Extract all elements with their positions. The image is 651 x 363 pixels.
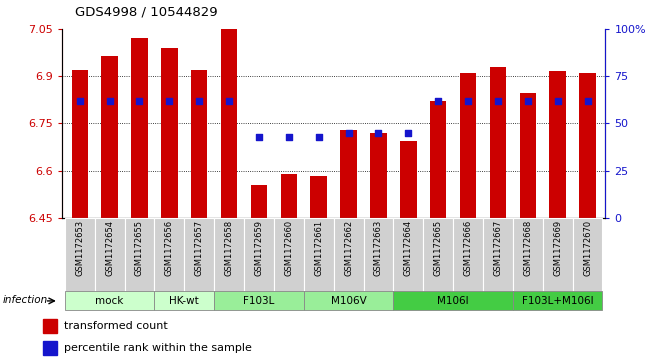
Bar bbox=[281, 174, 297, 218]
Point bbox=[224, 98, 234, 104]
Text: GSM1172668: GSM1172668 bbox=[523, 220, 533, 276]
Bar bbox=[94, 218, 124, 292]
Bar bbox=[43, 341, 57, 355]
Bar bbox=[453, 218, 483, 292]
Bar bbox=[304, 218, 333, 292]
Text: M106I: M106I bbox=[437, 296, 469, 306]
Bar bbox=[221, 29, 238, 218]
Text: GSM1172659: GSM1172659 bbox=[255, 220, 264, 276]
Point bbox=[373, 130, 383, 136]
Point bbox=[403, 130, 413, 136]
Bar bbox=[274, 218, 304, 292]
Bar bbox=[370, 133, 387, 218]
Bar bbox=[393, 291, 513, 310]
Bar bbox=[132, 38, 148, 218]
Bar bbox=[102, 56, 118, 218]
Bar bbox=[304, 291, 393, 310]
Text: GSM1172656: GSM1172656 bbox=[165, 220, 174, 276]
Bar bbox=[430, 101, 447, 218]
Bar bbox=[460, 73, 477, 218]
Bar bbox=[549, 70, 566, 218]
Text: GSM1172653: GSM1172653 bbox=[76, 220, 84, 276]
Text: GSM1172658: GSM1172658 bbox=[225, 220, 234, 276]
Bar bbox=[573, 218, 602, 292]
Bar bbox=[154, 291, 214, 310]
Text: transformed count: transformed count bbox=[64, 321, 168, 331]
Text: GSM1172661: GSM1172661 bbox=[314, 220, 323, 276]
Bar bbox=[43, 319, 57, 333]
Text: GSM1172670: GSM1172670 bbox=[583, 220, 592, 276]
Point bbox=[164, 98, 174, 104]
Point bbox=[493, 98, 503, 104]
Text: GSM1172667: GSM1172667 bbox=[493, 220, 503, 276]
Text: F103L: F103L bbox=[243, 296, 275, 306]
Bar bbox=[333, 218, 363, 292]
Text: HK-wt: HK-wt bbox=[169, 296, 199, 306]
Point bbox=[523, 98, 533, 104]
Bar bbox=[490, 67, 506, 218]
Bar bbox=[154, 218, 184, 292]
Point bbox=[104, 98, 115, 104]
Point bbox=[134, 98, 145, 104]
Text: GSM1172660: GSM1172660 bbox=[284, 220, 294, 276]
Bar bbox=[340, 130, 357, 218]
Point bbox=[284, 134, 294, 139]
Point bbox=[553, 98, 563, 104]
Bar bbox=[214, 291, 304, 310]
Bar bbox=[214, 218, 244, 292]
Bar bbox=[72, 70, 88, 218]
Bar bbox=[65, 218, 94, 292]
Bar bbox=[513, 291, 602, 310]
Text: mock: mock bbox=[96, 296, 124, 306]
Point bbox=[343, 130, 353, 136]
Bar bbox=[513, 218, 543, 292]
Text: M106V: M106V bbox=[331, 296, 367, 306]
Bar bbox=[311, 176, 327, 218]
Text: GSM1172654: GSM1172654 bbox=[105, 220, 114, 276]
Point bbox=[194, 98, 204, 104]
Text: GSM1172657: GSM1172657 bbox=[195, 220, 204, 276]
Bar bbox=[543, 218, 573, 292]
Text: GSM1172666: GSM1172666 bbox=[464, 220, 473, 276]
Bar bbox=[363, 218, 393, 292]
Bar bbox=[65, 291, 154, 310]
Text: GSM1172669: GSM1172669 bbox=[553, 220, 562, 276]
Text: GDS4998 / 10544829: GDS4998 / 10544829 bbox=[75, 5, 217, 18]
Point bbox=[463, 98, 473, 104]
Text: percentile rank within the sample: percentile rank within the sample bbox=[64, 343, 253, 353]
Text: F103L+M106I: F103L+M106I bbox=[522, 296, 594, 306]
Bar bbox=[184, 218, 214, 292]
Point bbox=[75, 98, 85, 104]
Point bbox=[254, 134, 264, 139]
Text: GSM1172665: GSM1172665 bbox=[434, 220, 443, 276]
Bar bbox=[483, 218, 513, 292]
Bar bbox=[579, 73, 596, 218]
Bar bbox=[393, 218, 423, 292]
Text: GSM1172664: GSM1172664 bbox=[404, 220, 413, 276]
Bar bbox=[519, 93, 536, 218]
Bar bbox=[251, 185, 267, 218]
Bar bbox=[161, 48, 178, 218]
Bar bbox=[400, 141, 417, 218]
Point bbox=[582, 98, 592, 104]
Bar bbox=[191, 70, 208, 218]
Text: infection: infection bbox=[3, 295, 48, 305]
Text: GSM1172662: GSM1172662 bbox=[344, 220, 353, 276]
Bar bbox=[124, 218, 154, 292]
Bar bbox=[244, 218, 274, 292]
Text: GSM1172655: GSM1172655 bbox=[135, 220, 144, 276]
Point bbox=[433, 98, 443, 104]
Bar bbox=[423, 218, 453, 292]
Point bbox=[314, 134, 324, 139]
Text: GSM1172663: GSM1172663 bbox=[374, 220, 383, 276]
